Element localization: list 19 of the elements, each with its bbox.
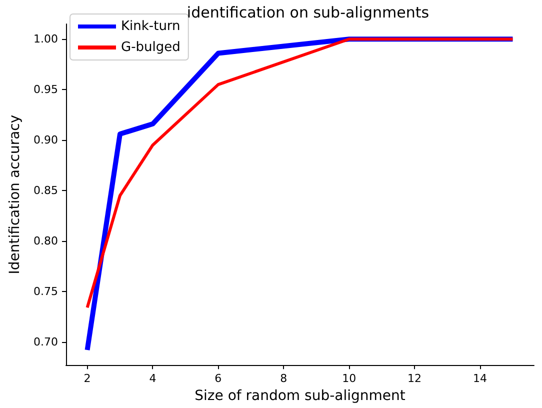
x-tick-label: 10 [342,372,356,386]
y-tick-label: 0.70 [34,335,58,348]
y-tick-label: 1.00 [34,32,58,46]
x-tick-label: 12 [408,372,422,386]
y-tick-label: 0.80 [34,234,58,248]
x-tick-label: 14 [473,372,487,386]
legend-label: G-bulged [121,40,180,55]
y-axis-title: Identification accuracy [7,114,23,274]
y-tick-label: 0.90 [34,134,58,147]
y-tick-label: 0.75 [34,284,58,298]
x-axis-title: Size of random sub-alignment [194,388,406,404]
x-tick-label: 2 [84,372,91,386]
x-tick-label: 6 [214,372,222,386]
legend-label: Kink-turn [121,19,180,34]
y-tick-label: 0.85 [34,184,58,198]
chart-title: identification on sub-alignments [186,4,430,22]
x-tick-label: 4 [149,372,156,386]
y-tick-label: 0.95 [34,83,58,96]
x-tick-label: 8 [280,372,288,386]
